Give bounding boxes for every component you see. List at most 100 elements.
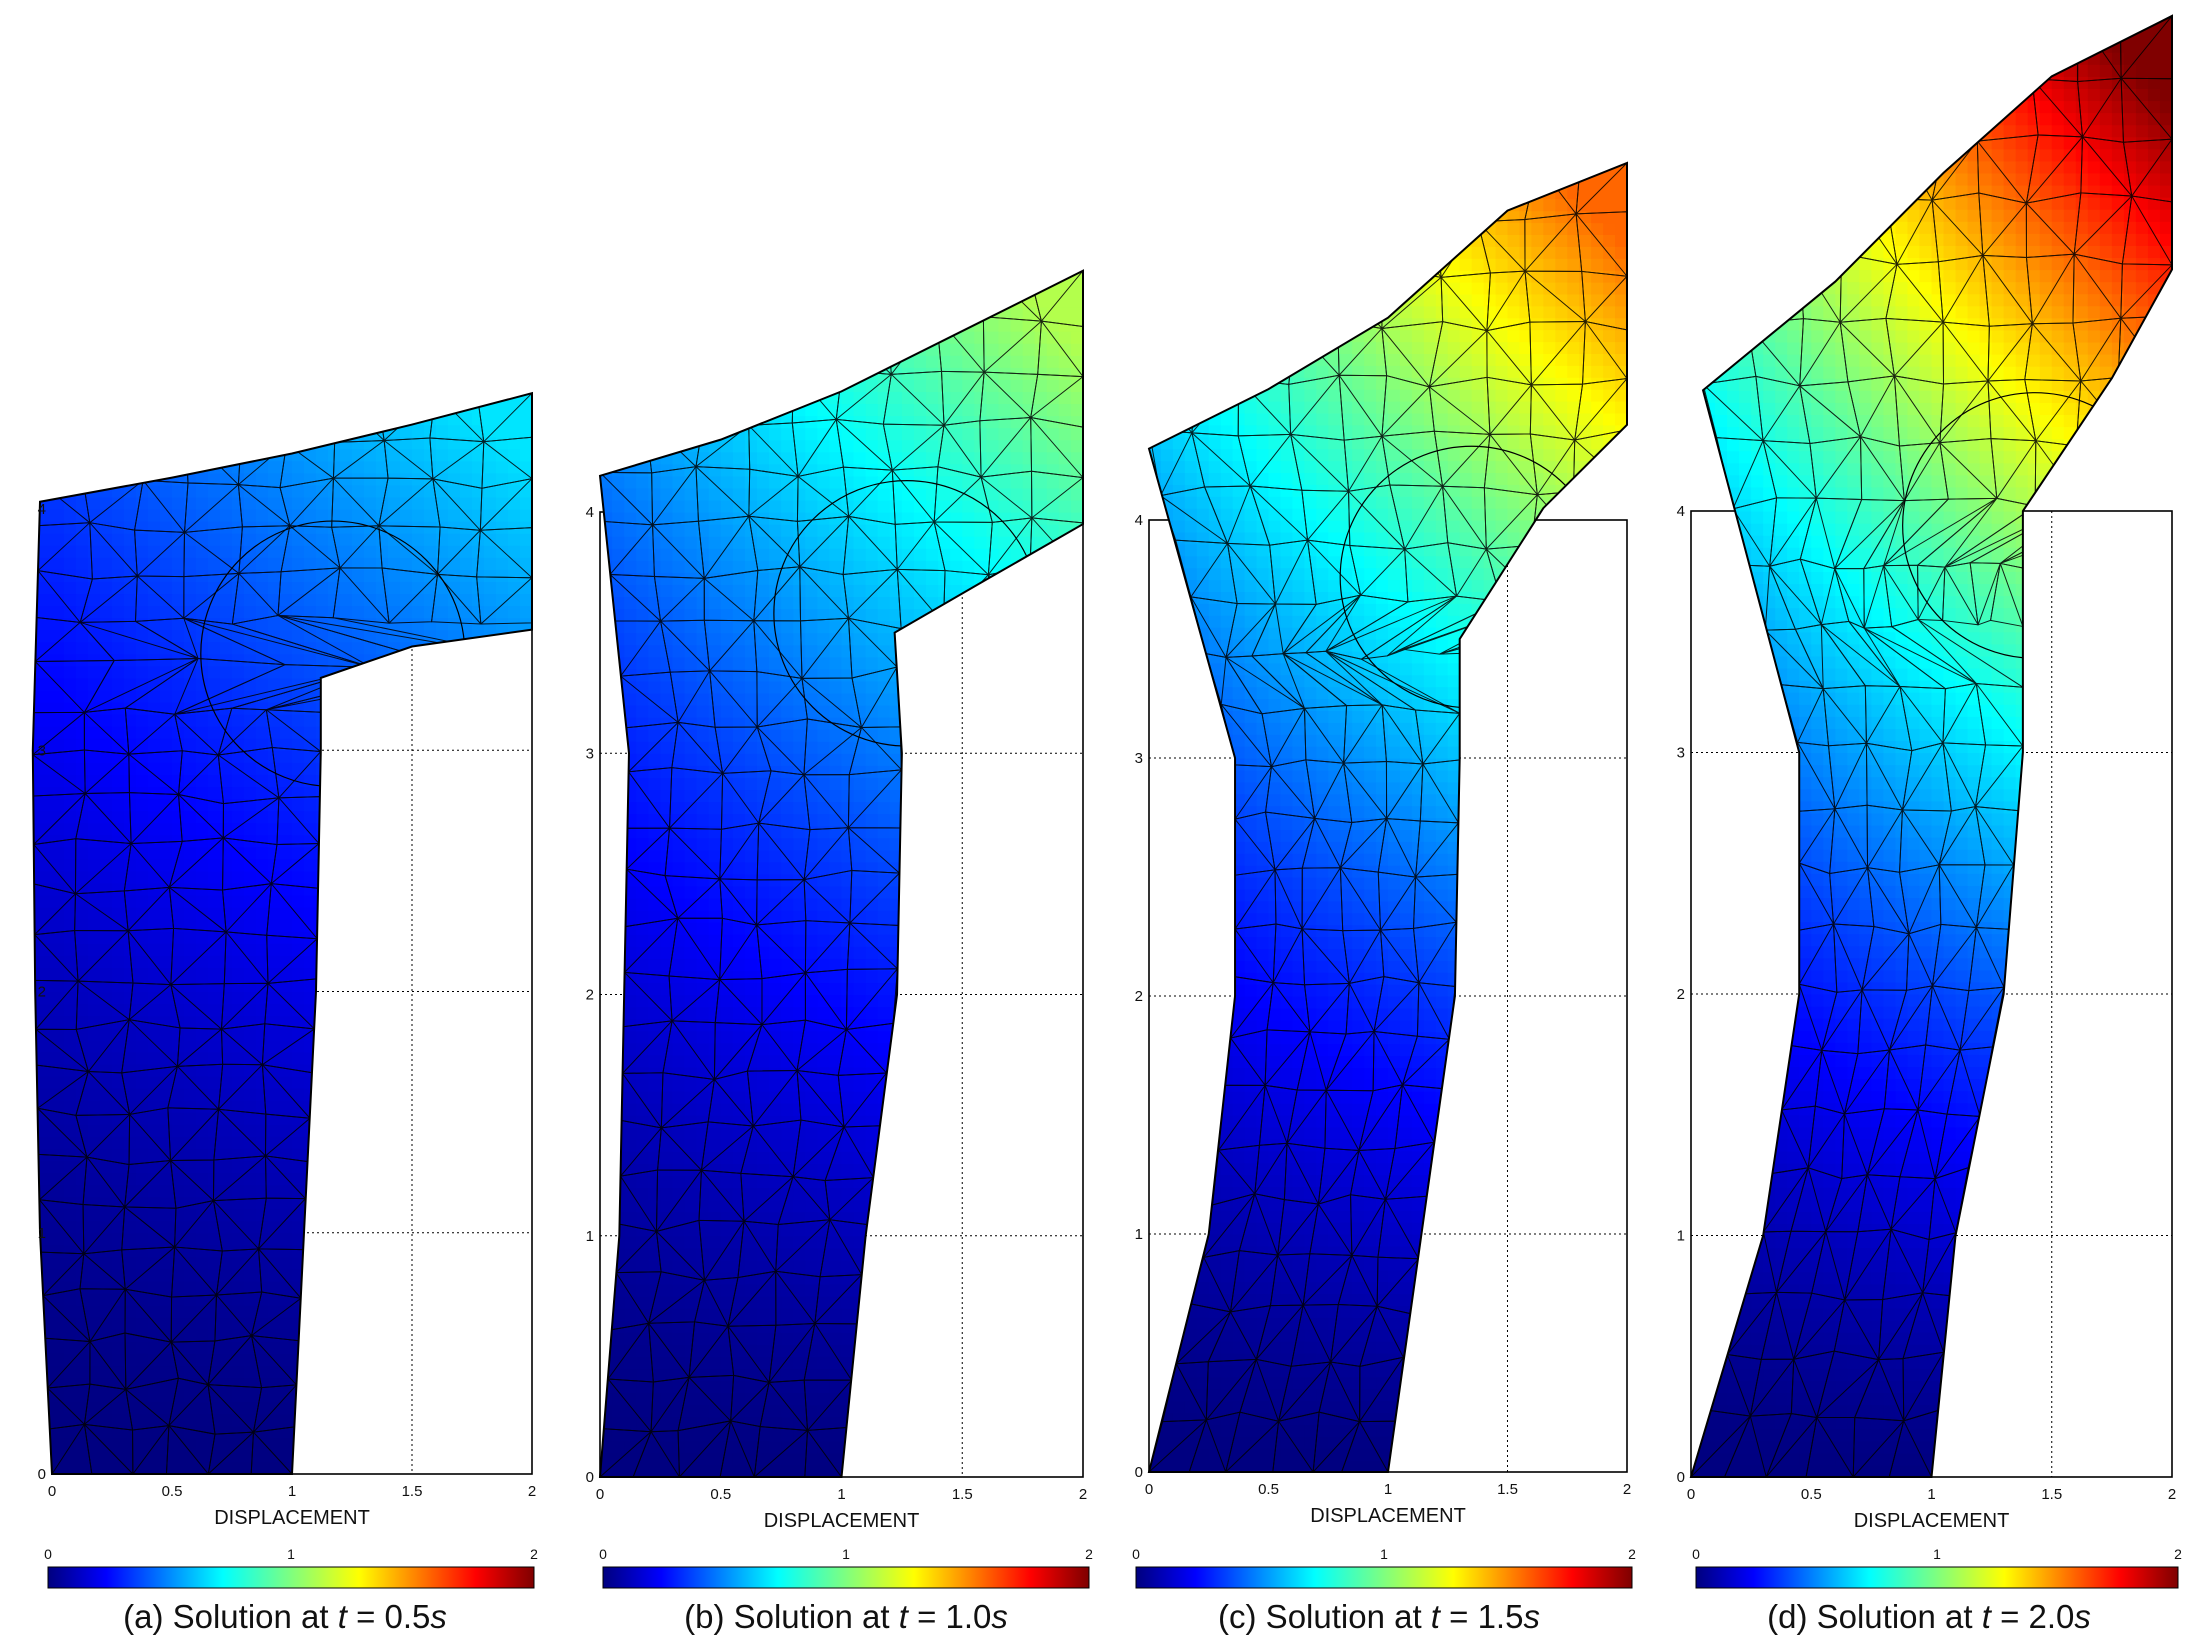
field-cell	[208, 569, 221, 582]
field-cell	[76, 569, 89, 582]
field-cell	[352, 1413, 365, 1427]
field-cell	[124, 521, 137, 534]
field-cell	[76, 1449, 89, 1463]
field-cell	[244, 1136, 257, 1149]
field-cell	[436, 810, 449, 824]
field-cell	[400, 605, 413, 619]
field-cell	[160, 1268, 173, 1282]
field-cell	[388, 726, 401, 739]
field-cell	[388, 1268, 401, 1282]
field-cell	[316, 448, 329, 462]
field-cell	[496, 726, 509, 739]
field-cell	[352, 907, 365, 920]
field-cell	[148, 557, 161, 570]
field-cell	[304, 400, 317, 414]
field-cell	[220, 1449, 233, 1463]
field-cell	[781, 1380, 794, 1394]
field-cell	[292, 834, 305, 848]
field-cell	[624, 1344, 637, 1357]
field-cell	[52, 1075, 65, 1089]
field-cell	[508, 1075, 521, 1089]
field-cell	[376, 1268, 389, 1282]
field-cell	[220, 1268, 233, 1282]
field-cell	[52, 521, 65, 534]
field-cell	[877, 1332, 891, 1345]
field-cell	[244, 738, 257, 751]
field-cell	[124, 412, 137, 426]
field-cell	[660, 1416, 674, 1430]
field-cell	[304, 786, 317, 800]
field-cell	[460, 393, 473, 402]
field-cell	[4, 388, 17, 401]
field-cell	[352, 448, 365, 462]
field-cell	[624, 1380, 637, 1394]
field-cell	[564, 1332, 577, 1345]
field-cell	[364, 714, 377, 727]
field-cell	[352, 870, 365, 884]
field-cell	[64, 1401, 77, 1415]
field-cell	[208, 364, 221, 377]
field-cell	[484, 882, 497, 896]
field-cell	[32, 1401, 41, 1415]
field-cell	[32, 870, 41, 884]
field-cell	[328, 1015, 341, 1029]
field-cell	[484, 1461, 497, 1475]
field-cell	[136, 629, 149, 643]
field-cell	[196, 1268, 209, 1282]
field-cell	[817, 1452, 831, 1466]
field-cell	[720, 1464, 734, 1477]
field-cell	[32, 641, 41, 655]
field-cell	[268, 919, 281, 932]
field-cell	[520, 545, 533, 558]
field-cell	[232, 509, 245, 522]
field-cell	[400, 472, 413, 486]
field-cell	[388, 786, 401, 800]
field-cell	[950, 1404, 963, 1418]
field-cell	[32, 400, 41, 414]
field-cell	[40, 533, 53, 546]
field-cell	[708, 1356, 722, 1370]
field-cell	[744, 1380, 758, 1394]
field-cell	[496, 1413, 509, 1427]
field-cell	[160, 581, 173, 595]
field-cell	[732, 1464, 746, 1477]
field-cell	[1083, 1344, 1096, 1357]
field-cell	[520, 1232, 533, 1246]
field-cell	[388, 907, 401, 920]
field-cell	[244, 1377, 257, 1391]
field-cell	[412, 798, 425, 812]
field-cell	[388, 762, 401, 775]
field-cell	[100, 496, 113, 510]
field-cell	[472, 967, 485, 981]
field-cell	[256, 955, 269, 968]
field-cell	[412, 1389, 425, 1403]
field-cell	[1046, 1452, 1060, 1466]
field-cell	[938, 1416, 951, 1430]
field-cell	[576, 1429, 589, 1442]
field-cell	[364, 448, 377, 462]
field-cell	[352, 593, 365, 607]
field-cell	[400, 509, 413, 522]
field-cell	[532, 786, 533, 800]
field-cell	[268, 1015, 281, 1029]
field-cell	[460, 364, 473, 377]
field-cell	[841, 1308, 855, 1321]
field-cell	[364, 1160, 377, 1174]
field-cell	[208, 545, 221, 558]
field-cell	[52, 460, 65, 474]
field-cell	[4, 1438, 17, 1451]
field-cell	[520, 702, 533, 715]
field-cell	[112, 364, 125, 377]
field-cell	[460, 1244, 473, 1258]
field-cell	[32, 1088, 41, 1101]
field-cell	[400, 834, 413, 848]
field-cell	[196, 1075, 209, 1089]
field-cell	[244, 774, 257, 788]
field-cell	[328, 545, 341, 558]
field-cell	[304, 919, 317, 932]
field-cell	[136, 1075, 149, 1089]
field-cell	[328, 1281, 341, 1294]
field-cell	[744, 1404, 758, 1418]
field-cell	[160, 1039, 173, 1053]
field-cell	[184, 846, 197, 860]
